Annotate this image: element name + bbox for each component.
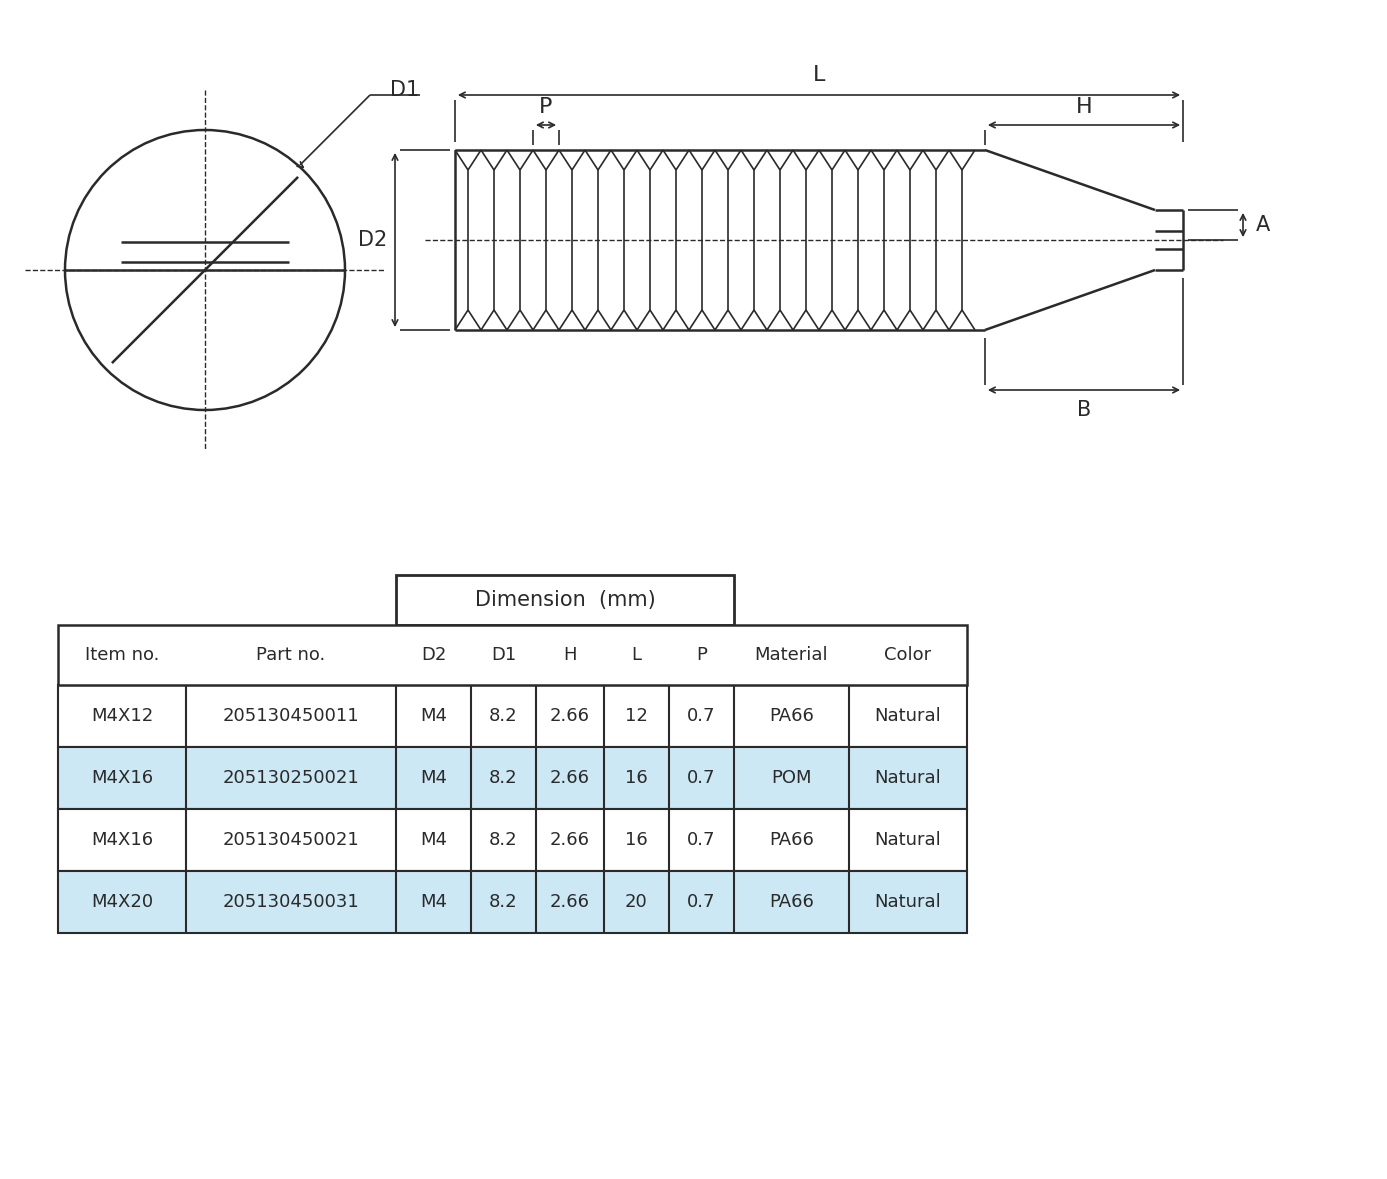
Text: 2.66: 2.66 xyxy=(551,893,589,911)
FancyBboxPatch shape xyxy=(58,809,967,871)
Text: M4X16: M4X16 xyxy=(92,831,153,849)
Text: 0.7: 0.7 xyxy=(687,707,716,725)
FancyBboxPatch shape xyxy=(58,625,967,685)
Text: PA66: PA66 xyxy=(768,707,814,725)
FancyBboxPatch shape xyxy=(397,575,734,625)
Text: M4: M4 xyxy=(420,769,447,788)
Text: 8.2: 8.2 xyxy=(490,893,517,911)
Text: M4X16: M4X16 xyxy=(92,769,153,788)
Text: D1: D1 xyxy=(390,80,419,100)
Text: 16: 16 xyxy=(626,769,648,788)
Text: B: B xyxy=(1076,400,1092,420)
Text: 0.7: 0.7 xyxy=(687,893,716,911)
FancyBboxPatch shape xyxy=(58,871,967,933)
Text: 20: 20 xyxy=(626,893,648,911)
Text: Item no.: Item no. xyxy=(85,646,160,664)
Text: 8.2: 8.2 xyxy=(490,769,517,788)
Text: M4: M4 xyxy=(420,893,447,911)
Text: L: L xyxy=(813,65,825,85)
Text: 205130450021: 205130450021 xyxy=(223,831,359,849)
Text: 205130250021: 205130250021 xyxy=(223,769,359,788)
Text: L: L xyxy=(631,646,642,664)
Text: D1: D1 xyxy=(491,646,516,664)
Text: D2: D2 xyxy=(358,230,387,250)
FancyBboxPatch shape xyxy=(58,685,967,747)
Text: 16: 16 xyxy=(626,831,648,849)
Text: Color: Color xyxy=(885,646,932,664)
Text: 205130450031: 205130450031 xyxy=(223,893,359,911)
Text: PA66: PA66 xyxy=(768,831,814,849)
Text: 2.66: 2.66 xyxy=(551,707,589,725)
Text: 8.2: 8.2 xyxy=(490,831,517,849)
Text: 12: 12 xyxy=(626,707,648,725)
Text: Material: Material xyxy=(755,646,828,664)
Text: P: P xyxy=(696,646,707,664)
Text: 2.66: 2.66 xyxy=(551,769,589,788)
Text: M4: M4 xyxy=(420,707,447,725)
Text: H: H xyxy=(1076,97,1093,117)
Text: Part no.: Part no. xyxy=(257,646,326,664)
Text: 8.2: 8.2 xyxy=(490,707,517,725)
Text: M4: M4 xyxy=(420,831,447,849)
Text: Natural: Natural xyxy=(875,893,942,911)
Text: PA66: PA66 xyxy=(768,893,814,911)
Text: M4X12: M4X12 xyxy=(92,707,153,725)
FancyBboxPatch shape xyxy=(58,747,967,809)
Text: Natural: Natural xyxy=(875,769,942,788)
Text: Natural: Natural xyxy=(875,707,942,725)
Text: P: P xyxy=(540,97,552,117)
Text: M4X20: M4X20 xyxy=(92,893,153,911)
Text: POM: POM xyxy=(771,769,811,788)
Text: 2.66: 2.66 xyxy=(551,831,589,849)
Text: Natural: Natural xyxy=(875,831,942,849)
Text: D2: D2 xyxy=(420,646,447,664)
Text: H: H xyxy=(563,646,577,664)
Text: Dimension  (mm): Dimension (mm) xyxy=(474,590,656,610)
Text: 0.7: 0.7 xyxy=(687,831,716,849)
Text: 0.7: 0.7 xyxy=(687,769,716,788)
Text: 205130450011: 205130450011 xyxy=(223,707,359,725)
Text: A: A xyxy=(1255,215,1270,235)
